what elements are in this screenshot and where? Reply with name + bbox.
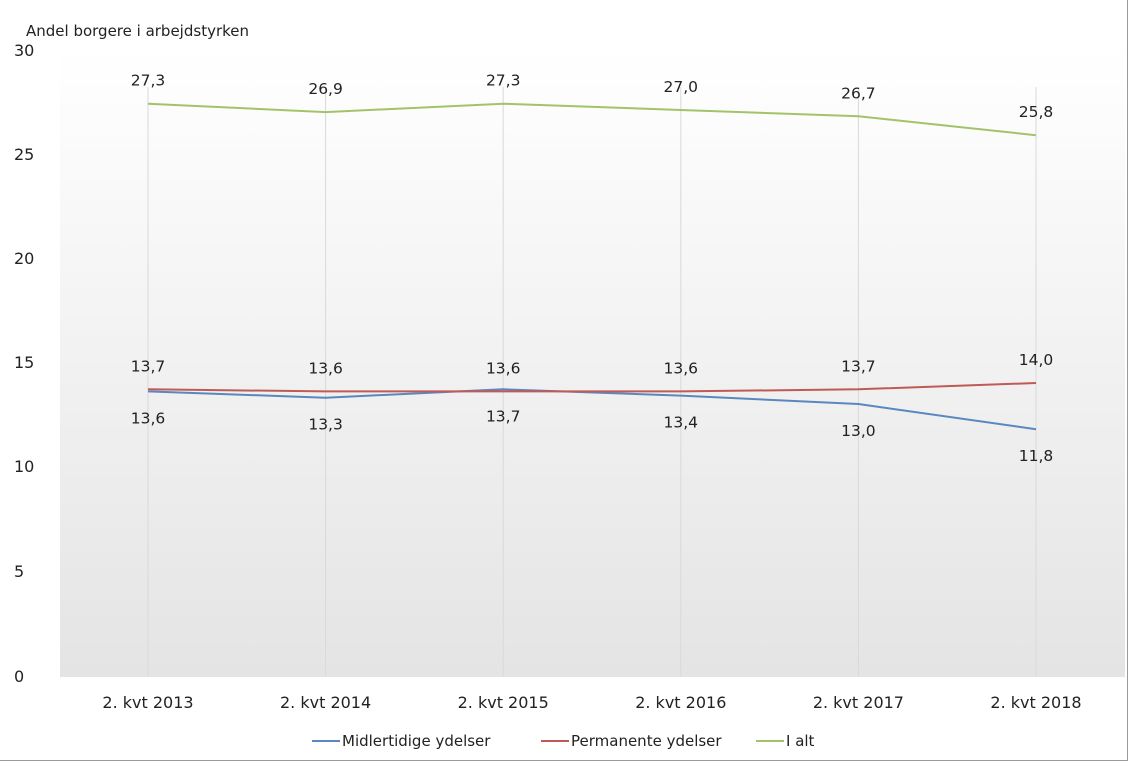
data-label: 13,6 (308, 359, 343, 377)
series-lines (147, 102, 1037, 431)
data-label: 25,8 (1019, 103, 1054, 121)
data-label: 27,0 (664, 78, 699, 96)
legend: Midlertidige ydelser Permanente ydelser I … (312, 732, 815, 750)
y-tick-label: 5 (14, 562, 24, 581)
data-label: 13,7 (841, 357, 876, 375)
data-label: 26,9 (308, 80, 343, 98)
x-tick-label: 2. kvt 2014 (280, 693, 371, 712)
y-axis-ticks: 0 5 10 15 20 25 30 (14, 41, 34, 686)
plot-area (60, 47, 1125, 677)
y-tick-label: 0 (14, 667, 24, 686)
data-labels: 13,6 13,3 13,7 13,4 13,0 11,8 13,7 13,6 13,6 13,6… (131, 72, 1054, 466)
data-label: 13,6 (131, 409, 166, 427)
data-label: 11,8 (1019, 447, 1054, 465)
data-label: 13,3 (308, 416, 343, 434)
x-tick-label: 2. kvt 2013 (102, 693, 193, 712)
gridlines (147, 87, 1037, 677)
y-tick-label: 10 (14, 457, 34, 476)
y-tick-label: 30 (14, 41, 34, 60)
data-label: 13,6 (486, 359, 521, 377)
series-line (147, 102, 1037, 137)
data-label: 14,0 (1019, 351, 1054, 369)
x-axis-ticks: 2. kvt 2013 2. kvt 2014 2. kvt 2015 2. kvt … (102, 693, 1081, 712)
series-line (147, 388, 1037, 431)
data-label: 13,0 (841, 422, 876, 440)
x-tick-label: 2. kvt 2017 (813, 693, 904, 712)
data-label: 27,3 (486, 72, 521, 90)
data-label: 26,7 (841, 84, 876, 102)
data-label: 13,7 (486, 407, 521, 425)
legend-label: I alt (786, 732, 815, 750)
legend-label: Permanente ydelser (571, 732, 722, 750)
series-line (147, 382, 1037, 393)
data-label: 13,4 (664, 414, 699, 432)
y-tick-label: 20 (14, 249, 34, 268)
data-label: 13,7 (131, 357, 166, 375)
data-label: 13,6 (664, 359, 699, 377)
y-tick-label: 25 (14, 145, 34, 164)
x-tick-label: 2. kvt 2015 (458, 693, 549, 712)
x-tick-label: 2. kvt 2016 (635, 693, 726, 712)
x-tick-label: 2. kvt 2018 (990, 693, 1081, 712)
data-label: 27,3 (131, 72, 166, 90)
legend-label: Midlertidige ydelser (342, 732, 491, 750)
y-axis-title: Andel borgere i arbejdstyrken (26, 22, 250, 40)
y-tick-label: 15 (14, 353, 34, 372)
